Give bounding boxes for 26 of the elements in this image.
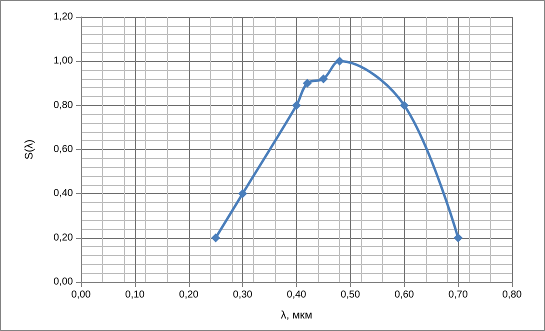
point — [454, 233, 463, 242]
x-tick-label: 0,40 — [286, 290, 307, 300]
y-axis-title: S(λ) — [24, 139, 36, 160]
point — [292, 100, 301, 110]
x-tick-label: 0,70 — [448, 290, 468, 300]
x-tick-label: 0,80 — [502, 290, 522, 300]
x-axis-title: λ, мкм — [280, 310, 312, 322]
x-tick-label: 0,60 — [394, 290, 414, 300]
point — [400, 100, 409, 110]
x-tick-label: 0,50 — [340, 290, 361, 300]
point — [318, 74, 328, 84]
y-tick-label: 0,80 — [54, 100, 74, 111]
x-tick-label: 0,10 — [125, 290, 146, 300]
y-tick-label: 0,40 — [54, 188, 74, 200]
x-tick-label: 0,30 — [232, 290, 253, 300]
y-tick-label: 0,60 — [54, 144, 74, 155]
x-tick-label: 0,00 — [71, 290, 92, 300]
y-tick-label: 1,00 — [54, 56, 74, 67]
point — [211, 233, 220, 242]
y-tick-label: 1,20 — [54, 12, 74, 22]
y-tick-label: 0,00 — [54, 276, 74, 288]
x-tick-label: 0,20 — [179, 290, 199, 300]
point — [302, 78, 312, 88]
point — [335, 56, 344, 66]
y-tick-label: 0,20 — [54, 232, 74, 244]
point — [238, 189, 248, 198]
